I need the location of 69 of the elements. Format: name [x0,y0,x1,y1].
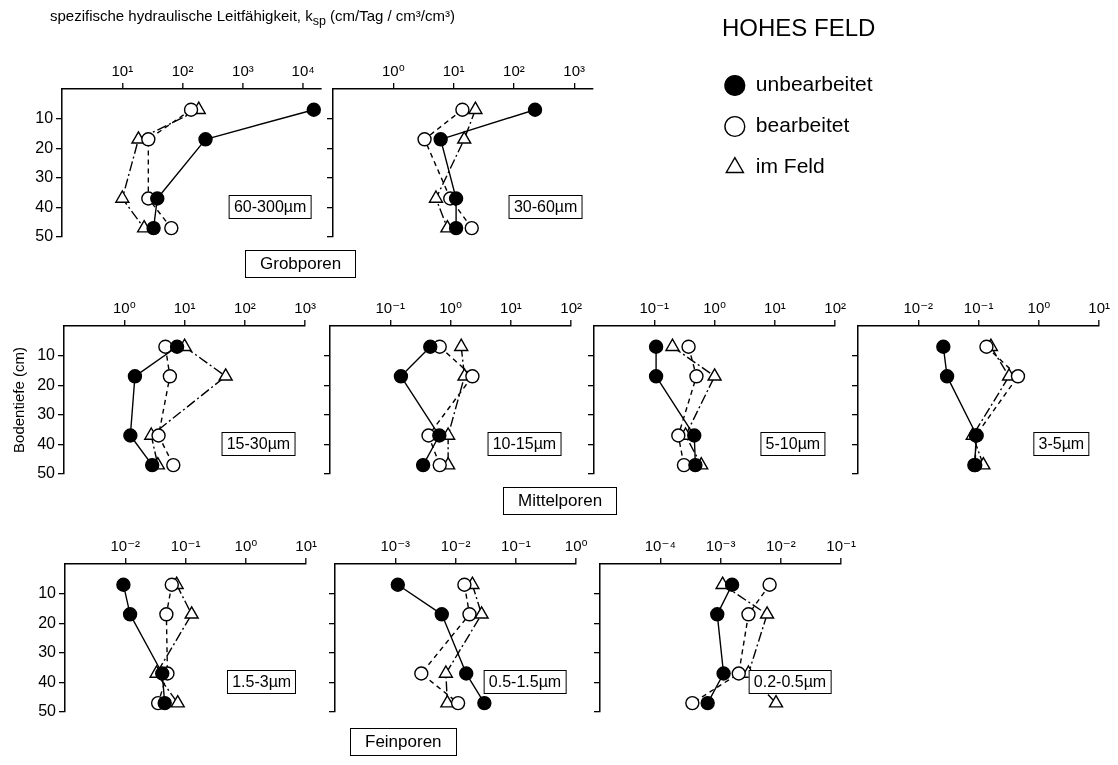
y-tick-label: 20 [35,138,54,156]
text: HOHES FELD [722,14,876,42]
legend-label: unbearbeitet [755,72,873,96]
x-tick-label: 10⁻² [903,299,934,317]
x-tick-label: 10³ [294,299,317,317]
x-tick-label: 10⁰ [564,537,588,555]
legend-label: bearbeitet [755,113,850,137]
x-tick-label: 10⁻¹ [963,299,994,317]
x-tick-label: 10² [503,62,525,80]
text: Feinporen [350,728,457,756]
y-tick-label: 20 [38,613,57,631]
x-tick-label: 10¹ [442,62,465,80]
x-tick-label: 10² [824,299,847,317]
annotation: 10-15µm [487,432,562,456]
annotation: 60-300µm [228,195,312,219]
x-tick-label: 10⁻¹ [170,537,201,555]
text: Mittelporen [503,487,618,515]
x-tick-label: 10¹ [173,299,196,317]
x-tick-label: 10⁻² [110,537,141,555]
x-tick-label: 10¹ [295,537,318,555]
y-axis-title: Bodentiefe (cm) [9,347,27,453]
y-tick-label: 10 [38,584,57,602]
legend-label: im Feld [755,154,825,178]
y-tick-label: 10 [37,346,56,364]
x-tick-label: 10³ [232,62,254,80]
x-tick-label: 10¹ [764,299,786,317]
y-tick-label: 40 [35,197,54,215]
annotation: 3-5µm [1033,432,1090,456]
y-tick-label: 50 [35,227,54,245]
y-tick-label: 50 [38,702,57,720]
y-tick-label: 40 [38,672,57,690]
x-tick-label: 10⁰ [381,62,405,80]
x-tick-label: 10¹ [500,299,522,317]
x-tick-label: 10⁻² [766,537,796,555]
annotation: 0.2-0.5µm [748,670,832,694]
y-tick-label: 10 [35,109,54,126]
x-tick-label: 10² [234,299,256,317]
x-tick-label: 10⁻¹ [501,537,531,555]
text: Grobporen [245,250,357,278]
y-tick-label: 30 [38,643,57,661]
x-tick-label: 10⁰ [234,537,258,555]
x-tick-label: 10⁻² [440,537,471,555]
x-tick-label: 10⁰ [112,299,136,317]
y-tick-label: 40 [37,434,56,452]
annotation: 5-10µm [760,432,826,456]
annotation: 30-60µm [508,195,583,219]
x-tick-label: 10⁰ [703,299,726,317]
x-tick-label: 10¹ [111,62,134,80]
x-tick-label: 10⁻¹ [826,537,856,555]
x-tick-label: 10⁻³ [380,537,411,555]
y-tick-label: 30 [35,168,54,186]
x-tick-label: 10⁰ [1027,299,1051,317]
x-tick-label: 10² [560,299,583,317]
y-tick-label: 30 [37,405,56,423]
x-tick-label: 10⁻³ [705,537,736,555]
annotation: 1.5-3µm [227,670,297,694]
x-tick-label: 10⁻⁴ [644,537,676,555]
x-axis-title: spezifische hydraulische Leitfähigkeit, k$_{sp}$ (cm/Tag / cm³/cm³) [50,7,455,28]
annotation: 15-30µm [221,432,296,456]
x-tick-label: 10⁻¹ [375,299,406,317]
x-tick-label: 10³ [563,62,586,80]
x-tick-label: 10⁰ [439,299,462,317]
x-tick-label: 10⁻¹ [639,299,670,317]
annotation: 0.5-1.5µm [483,670,567,694]
x-tick-label: 10² [171,62,194,80]
x-tick-label: 10¹ [1088,299,1111,317]
x-tick-label: 10⁴ [291,62,315,80]
y-tick-label: 20 [37,375,56,393]
y-tick-label: 50 [37,464,56,482]
